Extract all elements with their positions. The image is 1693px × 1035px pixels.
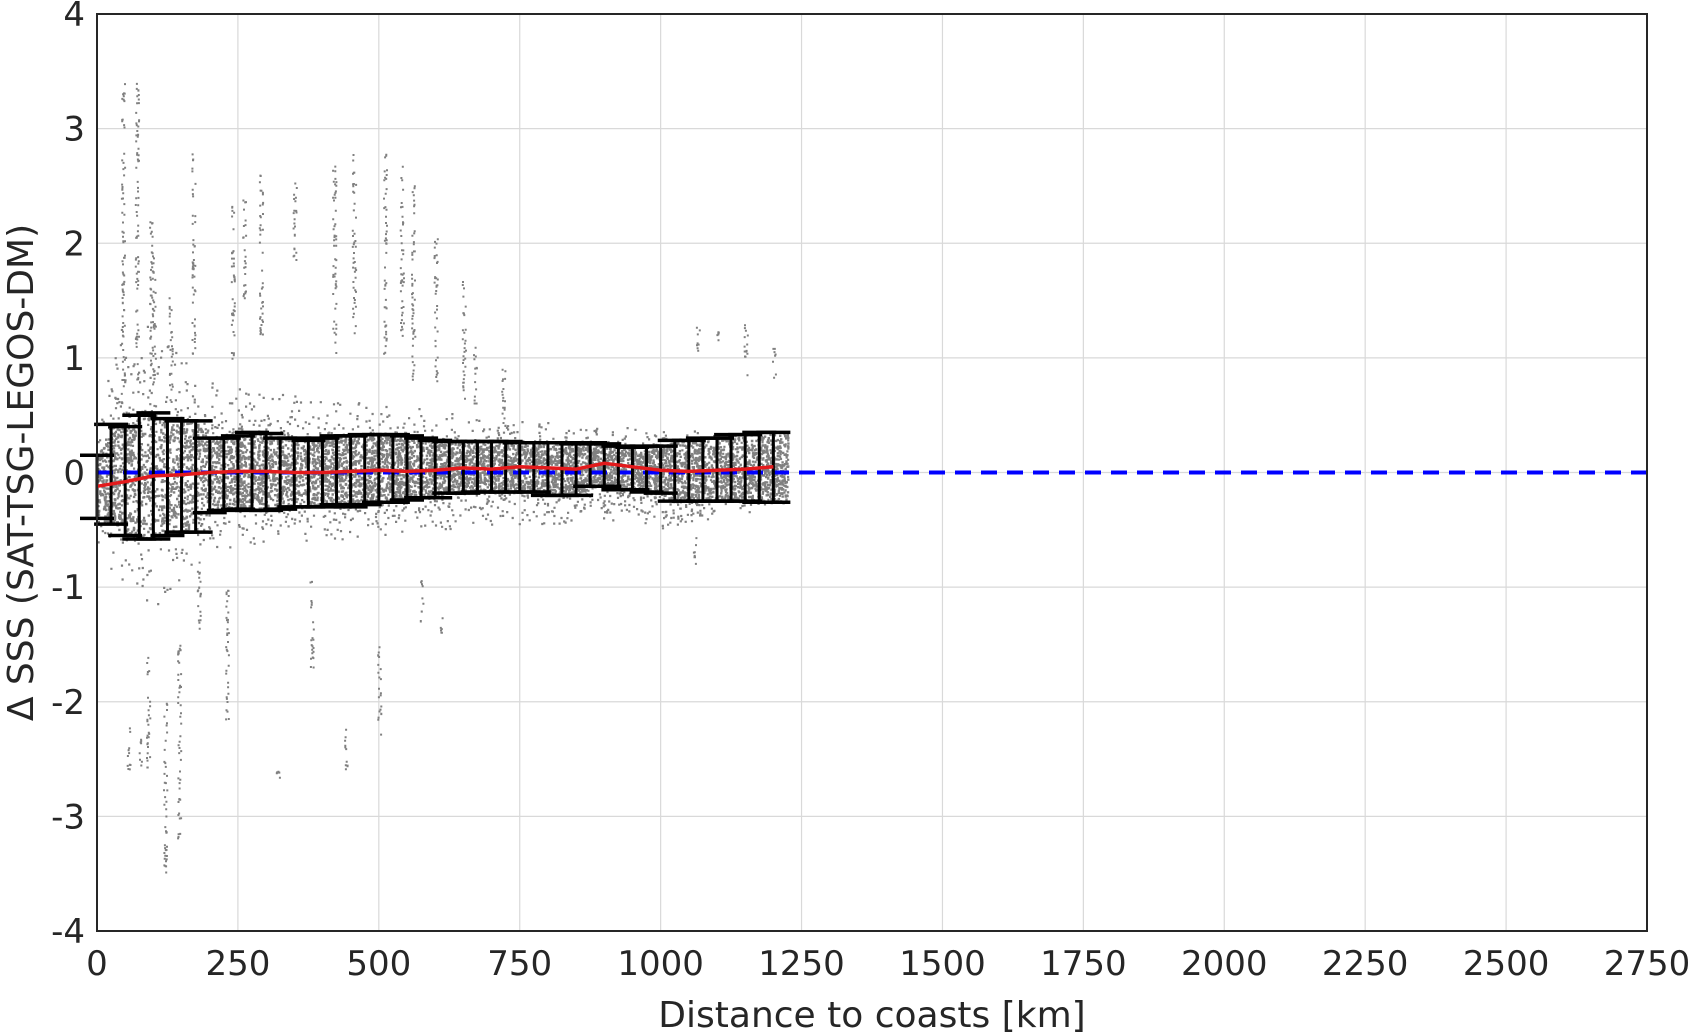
outlier-streak: [344, 728, 349, 771]
y-tick-label: 4: [63, 0, 85, 35]
outlier-streak: [377, 646, 383, 736]
outlier-streak: [351, 154, 358, 335]
outlier-streak: [309, 580, 315, 669]
outlier-streak: [461, 281, 467, 400]
outlier-streak: [230, 205, 236, 360]
x-tick-label: 2500: [1463, 944, 1550, 984]
outlier-streak: [695, 326, 701, 352]
y-tick-label: 3: [63, 110, 85, 150]
outlier-streak: [149, 221, 155, 365]
outlier-streak: [399, 165, 405, 337]
outlier-streak: [120, 83, 127, 415]
x-tick-label: 250: [205, 944, 270, 984]
x-tick-label: 1750: [1040, 944, 1127, 984]
outlier-streak: [743, 324, 749, 377]
outlier-streak: [275, 770, 281, 779]
outlier-streak: [473, 346, 478, 405]
outlier-streak: [692, 537, 698, 565]
outlier-streak: [225, 589, 230, 721]
outlier-streak: [332, 165, 338, 354]
y-tick-label: 1: [63, 339, 85, 379]
outlier-streak: [138, 738, 143, 767]
outlier-streak: [411, 185, 417, 381]
x-tick-label: 500: [346, 944, 411, 984]
x-tick-label: 2000: [1181, 944, 1268, 984]
y-tick-label: -1: [51, 568, 85, 608]
outlier-streak: [151, 255, 157, 415]
y-tick-label: 2: [63, 224, 85, 264]
outlier-streak: [258, 174, 265, 336]
outlier-streak: [168, 297, 174, 403]
outlier-streak: [439, 617, 444, 634]
y-tick-label: 0: [63, 454, 85, 494]
x-tick-label: 1000: [617, 944, 704, 984]
outlier-streak: [177, 644, 183, 840]
x-tick-label: 0: [86, 944, 108, 984]
x-axis-label: Distance to coasts [km]: [658, 995, 1085, 1035]
outlier-streak: [772, 347, 777, 379]
outlier-streak: [292, 182, 298, 261]
outlier-streak: [419, 580, 425, 623]
outlier-streak: [501, 368, 507, 424]
outlier-streak: [716, 331, 720, 342]
outlier-streak: [163, 702, 169, 874]
x-tick-label: 1250: [758, 944, 845, 984]
scatter-cloud: [97, 324, 790, 606]
x-tick-label: 2250: [1322, 944, 1409, 984]
x-tick-label: 1500: [899, 944, 986, 984]
y-axis-label: Δ SSS (SAT-TSG-LEGOS-DM): [1, 224, 42, 721]
outlier-streak: [242, 199, 248, 300]
x-tick-labels: 0 250 500 750 1000 1250 1500 1750 2000 2250 2500 27…: [86, 944, 1690, 984]
mean-polyline: [96, 461, 774, 489]
mean-line: [96, 461, 774, 489]
y-tick-label: -4: [51, 912, 85, 952]
y-tick-labels: 4 3 2 1 0 -1 -2 -3 -4: [51, 0, 85, 952]
scatter-points: [97, 82, 790, 874]
outlier-streak: [134, 82, 141, 381]
outlier-streak: [191, 153, 197, 355]
x-tick-label: 2750: [1604, 944, 1691, 984]
outlier-streak: [433, 238, 439, 383]
outlier-streak: [196, 561, 202, 630]
outlier-streak: [126, 727, 132, 771]
y-tick-label: -3: [51, 797, 85, 837]
plot-frame: [96, 13, 1648, 932]
x-tick-label: 750: [487, 944, 552, 984]
outlier-streak: [146, 656, 152, 769]
outlier-streak: [383, 153, 388, 355]
y-tick-label: -2: [51, 683, 85, 723]
